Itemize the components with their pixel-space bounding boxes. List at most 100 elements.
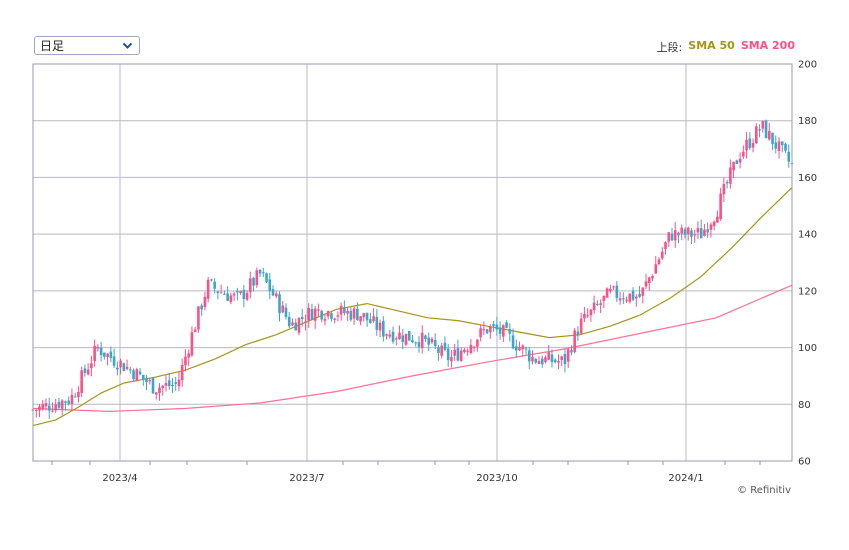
candle-body bbox=[579, 318, 583, 334]
candle-body bbox=[446, 348, 450, 361]
candle-body bbox=[771, 132, 774, 145]
candle-body bbox=[203, 296, 207, 307]
candle-body bbox=[527, 350, 531, 362]
candle-body bbox=[625, 299, 628, 301]
candle-body bbox=[411, 340, 414, 343]
candle-body bbox=[60, 400, 64, 409]
candle-body bbox=[320, 310, 323, 320]
candle-body bbox=[255, 270, 259, 286]
candle-body bbox=[112, 356, 116, 366]
chevron-down-icon bbox=[122, 42, 133, 49]
candle-body bbox=[602, 295, 606, 301]
candle-body bbox=[388, 334, 392, 337]
candle-body bbox=[628, 293, 632, 302]
candle-body bbox=[404, 333, 408, 345]
candle-body bbox=[307, 307, 311, 321]
sma200-path bbox=[32, 284, 793, 413]
candle-body bbox=[466, 350, 469, 352]
candle-body bbox=[294, 322, 298, 331]
x-tick-label: 2023/7 bbox=[289, 473, 324, 484]
candle-body bbox=[764, 120, 768, 139]
candle-body bbox=[453, 349, 456, 356]
candle-body bbox=[385, 334, 388, 336]
candle-body bbox=[729, 167, 732, 184]
candle-body bbox=[599, 303, 602, 305]
candle-body bbox=[420, 332, 424, 348]
candle-body bbox=[518, 347, 521, 351]
candle-body bbox=[34, 409, 38, 411]
candle-body bbox=[699, 228, 703, 239]
candle-body bbox=[758, 129, 761, 131]
candle-body bbox=[631, 290, 635, 300]
candle-body bbox=[193, 329, 197, 333]
candle-body bbox=[96, 346, 100, 349]
period-select[interactable]: 日足 bbox=[34, 36, 140, 55]
candle-body bbox=[70, 394, 74, 405]
candle-body bbox=[278, 294, 281, 314]
candle-body bbox=[469, 344, 473, 354]
candle-body bbox=[654, 264, 658, 274]
legend-sma200[interactable]: SMA 200 bbox=[740, 39, 795, 52]
candle-body bbox=[333, 318, 336, 320]
candle-body bbox=[352, 308, 356, 319]
candle-body bbox=[64, 401, 67, 403]
x-tick-label: 2023/4 bbox=[102, 473, 137, 484]
candle-body bbox=[184, 356, 187, 366]
candle-body bbox=[677, 232, 680, 236]
candle-body bbox=[690, 230, 693, 237]
candle-body bbox=[586, 315, 589, 317]
candle-body bbox=[125, 366, 129, 370]
candle-body bbox=[297, 317, 301, 333]
candle-body bbox=[680, 227, 684, 234]
candle-body bbox=[291, 322, 294, 326]
legend-prefix: 上段: bbox=[656, 41, 683, 54]
candle-body bbox=[359, 316, 362, 322]
candle-body bbox=[722, 183, 726, 195]
candle-body bbox=[356, 308, 359, 321]
candle-body bbox=[738, 158, 742, 163]
candle-body bbox=[489, 326, 492, 333]
candle-body bbox=[135, 369, 139, 382]
candle-body bbox=[703, 229, 706, 236]
candle-body bbox=[712, 221, 716, 227]
candle-body bbox=[485, 329, 489, 334]
candle-body bbox=[618, 298, 622, 301]
candle-body bbox=[433, 340, 437, 346]
grid bbox=[33, 63, 792, 465]
candle-body bbox=[573, 330, 576, 353]
candle-body bbox=[158, 387, 161, 394]
candle-body bbox=[742, 151, 745, 157]
candle-body bbox=[73, 396, 77, 398]
candle-body bbox=[644, 281, 648, 287]
candle-body bbox=[566, 349, 570, 362]
candle-body bbox=[767, 130, 771, 140]
candle-body bbox=[430, 338, 434, 343]
legend: 上段: SMA 50 SMA 200 bbox=[657, 39, 795, 55]
candle-body bbox=[657, 259, 661, 265]
candle-body bbox=[641, 287, 645, 296]
candle-body bbox=[667, 232, 671, 242]
candle-body bbox=[336, 315, 340, 317]
sma50-line bbox=[32, 186, 793, 427]
candle-body bbox=[463, 349, 466, 353]
candle-body bbox=[784, 143, 787, 151]
candle-body bbox=[511, 335, 515, 349]
y-tick-label: 140 bbox=[798, 230, 817, 241]
candle-body bbox=[51, 410, 54, 412]
candle-body bbox=[443, 342, 447, 350]
candle-body bbox=[258, 269, 262, 274]
candle-body bbox=[459, 350, 463, 361]
candle-body bbox=[339, 305, 343, 315]
candle-body bbox=[514, 346, 518, 351]
candle-body bbox=[372, 316, 375, 322]
legend-sma50[interactable]: SMA 50 bbox=[688, 39, 735, 52]
candle-body bbox=[732, 161, 735, 171]
candle-body bbox=[83, 368, 87, 373]
candle-body bbox=[174, 382, 178, 384]
candle-body bbox=[161, 385, 165, 389]
candle-body bbox=[596, 303, 599, 305]
candle-body bbox=[219, 292, 223, 294]
candle-body bbox=[129, 369, 132, 371]
candle-body bbox=[398, 332, 401, 340]
